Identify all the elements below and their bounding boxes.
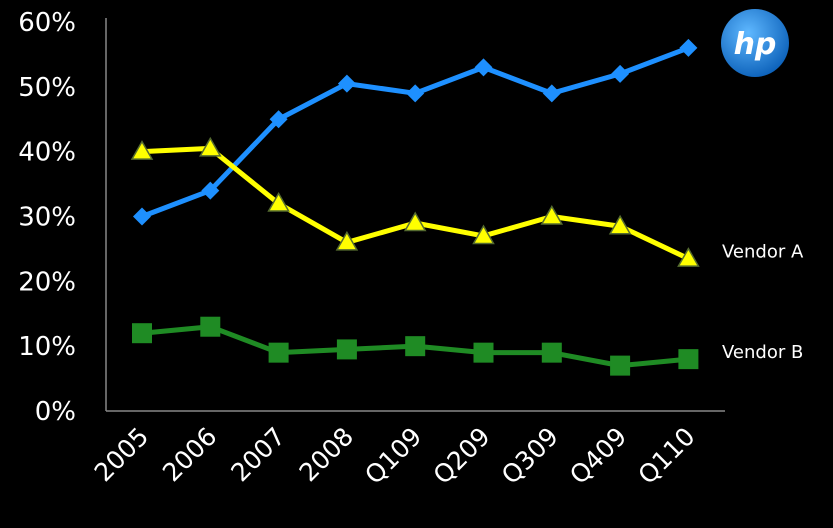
data-point-diamond: [679, 38, 698, 57]
hp-logo-circle: [721, 9, 789, 77]
x-tick-label: Q409: [564, 422, 632, 490]
series-vendor-b: [132, 316, 699, 376]
data-point-triangle: [335, 230, 359, 251]
x-tick-label: 2006: [157, 422, 222, 487]
data-point-diamond: [337, 74, 356, 93]
data-point-diamond: [542, 84, 561, 103]
data-point-diamond: [406, 84, 425, 103]
data-point-triangle: [608, 214, 632, 235]
hp-logo: hp: [721, 9, 789, 77]
y-tick-label: 40%: [18, 138, 76, 168]
data-point-square: [678, 349, 699, 370]
series-hp: [133, 38, 698, 226]
data-point-triangle: [403, 211, 427, 232]
data-point-diamond: [133, 207, 151, 226]
data-point-diamond: [269, 110, 288, 129]
series-label: Vendor A: [722, 242, 804, 263]
data-point-square: [268, 342, 289, 363]
series-lines: [130, 38, 700, 376]
series-line: [141, 45, 690, 219]
data-point-diamond: [474, 58, 493, 77]
data-point-square: [610, 355, 631, 376]
y-tick-label: 50%: [18, 73, 76, 103]
data-point-square: [336, 339, 357, 360]
data-point-square: [473, 342, 494, 363]
series-labels: Vendor A Vendor B: [722, 242, 804, 363]
data-point-square: [405, 336, 426, 357]
data-point-diamond: [611, 64, 630, 83]
x-tick-label: 2007: [225, 422, 290, 487]
data-point-diamond: [201, 181, 220, 200]
y-tick-label: 10%: [18, 332, 76, 362]
x-tick-label: Q110: [632, 422, 700, 490]
x-tick-labels: 2005 2006 2007 2008 Q109 Q209 Q309 Q409 Q110: [89, 422, 701, 490]
x-tick-label: 2008: [294, 422, 359, 487]
data-point-triangle: [199, 136, 222, 157]
data-point-square: [541, 342, 562, 363]
data-point-triangle: [267, 192, 290, 212]
series-line: [141, 145, 690, 261]
x-tick-label: Q309: [496, 422, 564, 490]
hp-logo-text: hp: [734, 27, 777, 62]
y-tick-label: 30%: [18, 203, 76, 233]
x-tick-label: 2005: [89, 422, 154, 487]
data-point-triangle: [677, 247, 700, 267]
y-tick-labels: 0% 10% 20% 30% 40% 50% 60%: [18, 8, 76, 427]
x-tick-label: Q109: [359, 422, 427, 490]
axes: [105, 18, 725, 412]
series-label: Vendor B: [722, 342, 803, 363]
x-tick-label: Q209: [428, 422, 496, 490]
series-vendor-a: [130, 136, 700, 267]
data-point-square: [200, 316, 221, 337]
y-tick-label: 20%: [18, 267, 76, 297]
data-point-square: [132, 323, 152, 344]
y-tick-label: 0%: [35, 397, 76, 427]
data-point-triangle: [472, 224, 495, 245]
y-tick-label: 60%: [18, 8, 76, 38]
data-point-triangle: [130, 140, 154, 160]
data-point-triangle: [540, 204, 564, 225]
